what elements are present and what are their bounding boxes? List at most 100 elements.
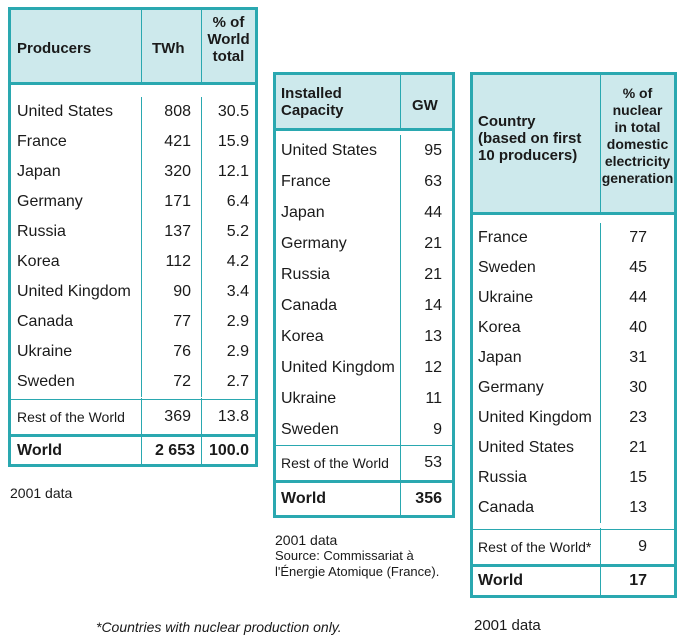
table-capacity-world-row: World 356 xyxy=(276,483,452,515)
header-line: World xyxy=(207,31,250,48)
table-row: United Kingdom 12 xyxy=(276,352,452,383)
country-cell: Russia xyxy=(478,469,527,486)
table-producers: Producers TWh % of World total United St… xyxy=(8,7,258,467)
country-cell: United Kingdom xyxy=(17,283,131,300)
header-installed-capacity: Installed Capacity xyxy=(276,75,400,128)
twh-cell: 90 xyxy=(141,277,201,307)
header-line: Capacity xyxy=(281,102,344,119)
table-row: Japan 44 xyxy=(276,197,452,228)
header-line: Installed xyxy=(281,85,342,102)
country-cell: Ukraine xyxy=(281,389,337,407)
country-cell: Japan xyxy=(281,203,325,221)
percent-cell: 30.5 xyxy=(201,97,255,127)
percent-cell: 2.7 xyxy=(201,367,255,397)
table-row: France 421 15.9 xyxy=(11,127,255,157)
percent-cell: 15 xyxy=(600,463,674,493)
country-cell: Canada xyxy=(17,313,74,330)
table-row: Germany 30 xyxy=(473,373,674,403)
table-row: Russia 15 xyxy=(473,463,674,493)
percent-cell: 21 xyxy=(600,433,674,463)
twh-cell: 112 xyxy=(141,247,201,277)
percent-cell: 3.4 xyxy=(201,277,255,307)
world-twh: 2 653 xyxy=(141,437,201,464)
country-cell: Japan xyxy=(478,349,522,366)
country-cell: France xyxy=(281,172,331,190)
table-nuclear-share-body: France 77 Sweden 45 Ukraine 44 Korea 40 Japan 31 G… xyxy=(473,215,674,529)
table-row: Canada 13 xyxy=(473,493,674,523)
note-line: l'Énergie Atomique (France). xyxy=(275,564,440,579)
rest-label: Rest of the World xyxy=(281,455,389,471)
gw-cell: 9 xyxy=(400,414,452,445)
country-cell: Germany xyxy=(17,193,83,210)
percent-cell: 40 xyxy=(600,313,674,343)
header-line: Country xyxy=(478,113,536,130)
percent-cell: 4.2 xyxy=(201,247,255,277)
gw-cell: 12 xyxy=(400,352,452,383)
table-row: Russia 21 xyxy=(276,259,452,290)
gw-cell: 14 xyxy=(400,290,452,321)
percent-cell: 44 xyxy=(600,283,674,313)
table-row: United Kingdom 90 3.4 xyxy=(11,277,255,307)
table-nuclear-share-rest-row: Rest of the World* 9 xyxy=(473,528,674,567)
world-percent: 100.0 xyxy=(201,437,255,464)
header-world-percent: % of World total xyxy=(201,10,255,82)
country-cell: Canada xyxy=(478,499,535,516)
country-cell: United States xyxy=(478,439,575,456)
header-line: generation xyxy=(601,170,674,186)
table-producers-rest-row: Rest of the World 369 13.8 xyxy=(11,398,255,437)
header-line: domestic xyxy=(606,136,669,152)
table-capacity-note: 2001 data Source: Commissariat à l'Énerg… xyxy=(275,532,439,580)
table-nuclear-share: Country (based on first 10 producers) % … xyxy=(470,72,677,598)
country-cell: Russia xyxy=(281,265,330,283)
percent-cell: 12.1 xyxy=(201,157,255,187)
percent-cell: 2.9 xyxy=(201,307,255,337)
table-row: Ukraine 11 xyxy=(276,383,452,414)
header-line: (based on first xyxy=(478,130,582,147)
table-row: Ukraine 44 xyxy=(473,283,674,313)
twh-cell: 76 xyxy=(141,337,201,367)
header-line: % of xyxy=(622,85,653,101)
table-nuclear-share-note: 2001 data xyxy=(474,617,541,634)
table-row: Sweden 9 xyxy=(276,414,452,445)
header-line: % of xyxy=(212,14,245,31)
twh-cell: 171 xyxy=(141,187,201,217)
country-cell: Sweden xyxy=(478,259,536,276)
table-capacity-header: Installed Capacity GW xyxy=(276,75,452,131)
header-nuclear-percent: % of nuclear in total domestic electrici… xyxy=(600,75,674,212)
header-line: 10 producers) xyxy=(478,147,578,164)
table-producers-world-row: World 2 653 100.0 xyxy=(11,437,255,464)
gw-cell: 13 xyxy=(400,321,452,352)
rest-label: Rest of the World* xyxy=(478,539,592,555)
table-row: France 77 xyxy=(473,223,674,253)
percent-cell: 6.4 xyxy=(201,187,255,217)
table-row: Germany 171 6.4 xyxy=(11,187,255,217)
country-cell: Germany xyxy=(281,234,347,252)
header-line: electricity xyxy=(604,153,671,169)
country-cell: France xyxy=(17,133,67,150)
header-twh: TWh xyxy=(141,10,201,82)
country-cell: Sweden xyxy=(281,420,339,438)
country-cell: Sweden xyxy=(17,373,75,390)
twh-cell: 72 xyxy=(141,367,201,397)
world-label: World xyxy=(478,572,524,589)
table-row: Germany 21 xyxy=(276,228,452,259)
table-row: Japan 320 12.1 xyxy=(11,157,255,187)
gw-cell: 63 xyxy=(400,166,452,197)
table-producers-note: 2001 data xyxy=(10,485,73,501)
rest-label: Rest of the World xyxy=(17,409,125,425)
country-cell: Germany xyxy=(478,379,544,396)
country-cell: United States xyxy=(281,141,378,159)
rest-percent: 13.8 xyxy=(201,398,255,436)
country-cell: Ukraine xyxy=(478,289,534,306)
percent-cell: 45 xyxy=(600,253,674,283)
percent-cell: 31 xyxy=(600,343,674,373)
percent-cell: 13 xyxy=(600,493,674,523)
rest-percent: 9 xyxy=(600,528,674,566)
table-row: Korea 112 4.2 xyxy=(11,247,255,277)
percent-cell: 5.2 xyxy=(201,217,255,247)
table-row: Canada 77 2.9 xyxy=(11,307,255,337)
footnote: *Countries with nuclear production only. xyxy=(96,619,342,635)
header-producers: Producers xyxy=(17,40,92,57)
table-capacity: Installed Capacity GW United States 95 Fra… xyxy=(273,72,455,518)
percent-cell: 77 xyxy=(600,223,674,253)
